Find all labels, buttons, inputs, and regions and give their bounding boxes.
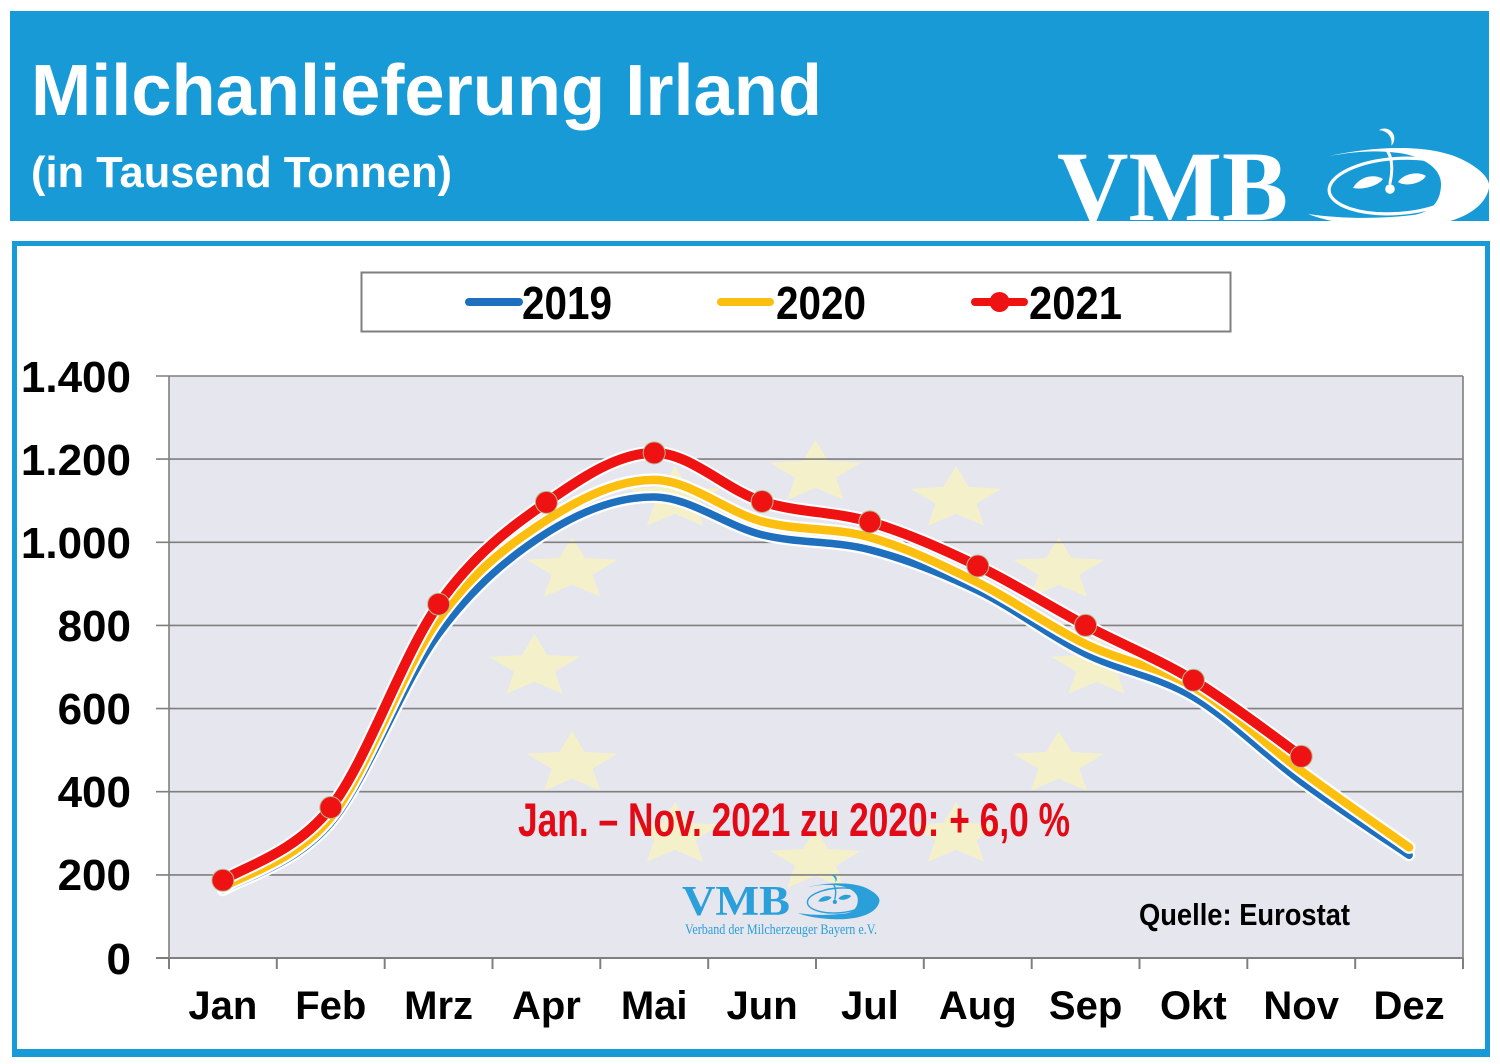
svg-text:1.400: 1.400: [21, 353, 131, 402]
svg-text:600: 600: [58, 685, 131, 734]
svg-text:1.200: 1.200: [21, 436, 131, 485]
svg-text:Jul: Jul: [841, 984, 899, 1028]
svg-text:Quelle: Eurostat: Quelle: Eurostat: [1139, 897, 1350, 932]
svg-text:Sep: Sep: [1049, 984, 1122, 1028]
svg-text:Jan: Jan: [188, 984, 257, 1028]
svg-text:Nov: Nov: [1263, 984, 1339, 1028]
svg-text:Mrz: Mrz: [404, 984, 473, 1028]
svg-text:Aug: Aug: [939, 984, 1017, 1028]
svg-text:1.000: 1.000: [21, 519, 131, 568]
svg-text:VMB: VMB: [1057, 131, 1288, 242]
svg-text:Mai: Mai: [621, 984, 688, 1028]
svg-text:Milchanlieferung Irland: Milchanlieferung Irland: [31, 51, 822, 131]
svg-text:0: 0: [107, 935, 131, 984]
svg-text:Apr: Apr: [512, 984, 581, 1028]
svg-text:Jan. – Nov. 2021 zu 2020: + 6,: Jan. – Nov. 2021 zu 2020: + 6,0 %: [518, 793, 1070, 846]
svg-text:200: 200: [58, 851, 131, 900]
svg-text:800: 800: [58, 602, 131, 651]
svg-text:(in Tausend Tonnen): (in Tausend Tonnen): [31, 148, 452, 197]
svg-text:VMB: VMB: [682, 879, 790, 925]
svg-text:Verband der Milcherzeuger Baye: Verband der Milcherzeuger Bayern e.V.: [685, 922, 877, 938]
svg-text:Feb: Feb: [295, 984, 366, 1028]
svg-text:2020: 2020: [776, 277, 866, 329]
svg-text:Jun: Jun: [727, 984, 798, 1028]
svg-text:Dez: Dez: [1374, 984, 1445, 1028]
svg-text:Okt: Okt: [1160, 984, 1227, 1028]
svg-text:2019: 2019: [522, 277, 612, 329]
svg-text:2021: 2021: [1029, 277, 1122, 329]
svg-text:400: 400: [58, 768, 131, 817]
